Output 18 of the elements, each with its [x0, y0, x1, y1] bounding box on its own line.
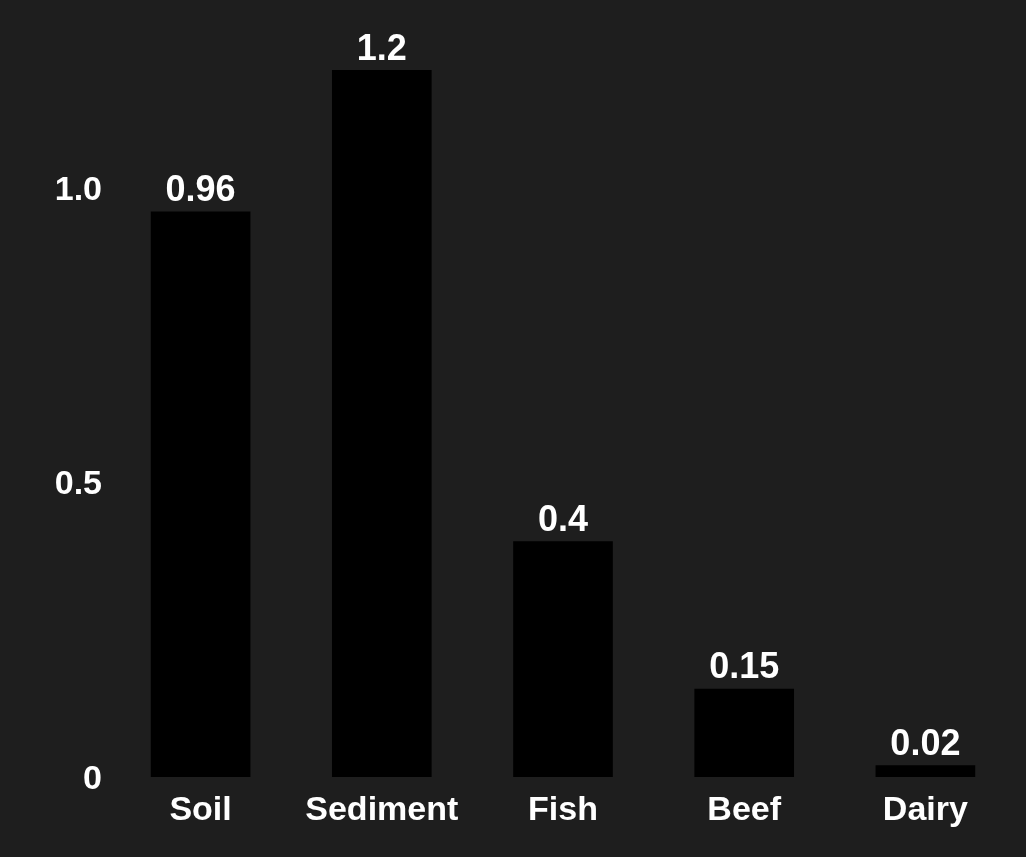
x-tick-label: Sediment — [305, 789, 459, 827]
y-tick-label: 0.5 — [54, 463, 102, 502]
x-tick-label: Beef — [707, 789, 782, 827]
x-tick-label: Soil — [169, 789, 232, 827]
data-label: 0.4 — [537, 497, 589, 539]
bar — [513, 541, 613, 777]
bar — [150, 211, 251, 777]
data-label: 0.96 — [165, 167, 236, 209]
y-tick-label: 0 — [83, 758, 102, 796]
bar — [331, 70, 432, 777]
bar — [875, 765, 976, 777]
data-label: 0.15 — [709, 645, 780, 687]
x-tick-label: Dairy — [882, 789, 969, 827]
x-tick-label: Fish — [528, 789, 598, 827]
y-tick-label: 1.0 — [54, 168, 102, 207]
data-label: 0.02 — [890, 721, 961, 763]
bar — [694, 688, 795, 777]
data-label: 1.2 — [356, 26, 407, 68]
